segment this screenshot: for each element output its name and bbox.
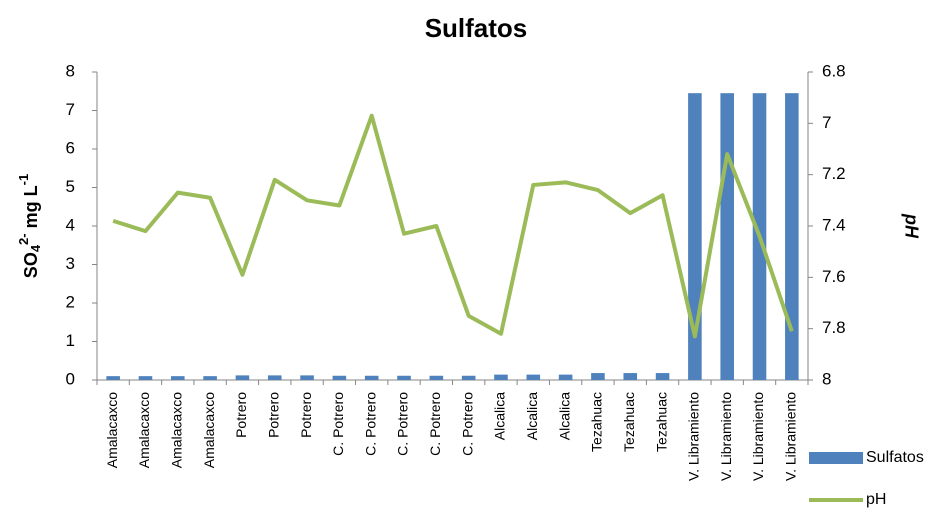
bar <box>785 93 799 381</box>
bar <box>591 373 605 380</box>
bar <box>558 374 573 380</box>
bar <box>106 376 120 380</box>
x-tick-label: Potrero <box>298 392 314 438</box>
y2-axis-label: pH <box>901 213 921 239</box>
y-axis-label-part: 2- <box>16 233 31 245</box>
bar <box>332 375 347 380</box>
bar <box>494 374 508 380</box>
x-tick-label: Amalacaxco <box>136 392 152 468</box>
x-tick-label: Potrero <box>265 392 281 438</box>
x-tick-label: Alcalica <box>556 392 572 440</box>
x-tick-label: Amalacaxco <box>104 392 120 468</box>
x-tick-label: V. Libramiento <box>718 392 734 481</box>
y2-tick-label: 7.2 <box>822 164 846 183</box>
legend-swatch <box>809 452 863 464</box>
x-tick-label: Tezahuac <box>621 392 637 452</box>
y2-tick-label: 8 <box>822 369 831 388</box>
legend-label: Sulfatos <box>866 449 924 466</box>
bar <box>397 375 411 380</box>
y-tick-label: 4 <box>66 215 75 234</box>
bar <box>364 375 379 380</box>
bar <box>526 374 541 380</box>
x-tick-label: Amalacaxco <box>201 392 217 468</box>
y-tick-label: 1 <box>66 331 75 350</box>
x-tick-label: Tezahuac <box>653 392 669 452</box>
bar <box>655 373 670 380</box>
y-tick-label: 6 <box>66 138 75 157</box>
x-tick-label: C. Potrero <box>427 392 443 456</box>
y-axis-label-part: -1 <box>16 174 31 186</box>
bar <box>461 375 476 380</box>
y-tick-label: 2 <box>66 292 75 311</box>
y2-tick-label: 7.4 <box>822 215 846 234</box>
y2-tick-label: 6.8 <box>822 61 846 80</box>
bar <box>171 376 185 380</box>
y-tick-label: 3 <box>66 254 75 273</box>
x-tick-label: V. Libramiento <box>750 392 766 481</box>
y2-tick-label: 7.6 <box>822 267 846 286</box>
x-tick-label: C. Potrero <box>330 392 346 456</box>
x-tick-label: Alcalica <box>524 392 540 440</box>
y-axis-label: SO42- mg L-1 <box>16 174 43 278</box>
y-tick-label: 7 <box>66 100 75 119</box>
y2-tick-label: 7 <box>822 113 831 132</box>
x-tick-label: Potrero <box>233 392 249 438</box>
bar <box>300 375 314 380</box>
chart-title: Sulfatos <box>425 13 528 43</box>
bar <box>720 93 734 381</box>
x-tick-label: C. Potrero <box>459 392 475 456</box>
x-tick-label: V. Libramiento <box>686 392 702 481</box>
y2-tick-label: 7.8 <box>822 318 846 337</box>
x-tick-label: Amalacaxco <box>168 392 184 468</box>
y-axis-label-part: SO <box>21 252 41 278</box>
bar <box>429 375 444 380</box>
bar <box>235 375 250 380</box>
x-tick-label: C. Potrero <box>362 392 378 456</box>
x-tick-label: Tezahuac <box>589 392 605 452</box>
bar <box>203 376 217 380</box>
x-tick-label: C. Potrero <box>395 392 411 456</box>
y-tick-label: 0 <box>66 369 75 388</box>
y-tick-label: 5 <box>66 177 75 196</box>
legend-label: pH <box>866 491 886 508</box>
bar <box>623 373 638 380</box>
bar <box>267 375 282 380</box>
y-axis-label-part: 4 <box>28 244 43 252</box>
x-tick-label: V. Libramiento <box>783 392 799 481</box>
line <box>112 113 794 339</box>
y-axis-label-part: mg L <box>21 185 41 233</box>
bar <box>138 376 153 380</box>
y-tick-label: 8 <box>66 61 75 80</box>
x-tick-label: Alcalica <box>492 392 508 440</box>
